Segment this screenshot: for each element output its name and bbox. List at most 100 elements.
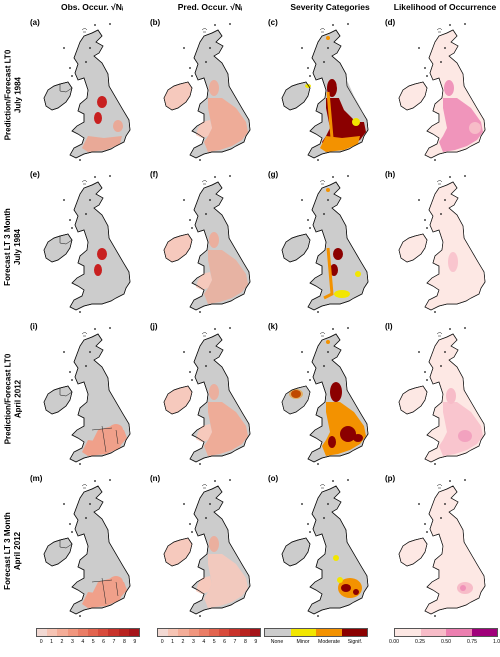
column-header-obs: Obs. Occur. √Nᵢ bbox=[60, 2, 124, 12]
legend-tick-label: 0 bbox=[39, 639, 43, 645]
legend-swatch bbox=[265, 629, 291, 636]
legend-tick-label: 0 bbox=[160, 639, 164, 645]
legend-tick-label: 3 bbox=[191, 639, 195, 645]
legend-swatch bbox=[249, 629, 261, 636]
legend-swatch bbox=[341, 629, 367, 636]
legend-tick-label: 0.25 bbox=[414, 639, 426, 645]
panel-letter: (p) bbox=[385, 474, 396, 483]
legend-swatch bbox=[471, 629, 497, 636]
legend-tick-label: 9 bbox=[133, 639, 137, 645]
legend-tick-label: 6 bbox=[102, 639, 106, 645]
legend-tick-label: 0.75 bbox=[466, 639, 478, 645]
map-panel-obs-1: (a) bbox=[28, 18, 146, 168]
legend-swatch bbox=[198, 629, 210, 636]
column-header-likelihood: Likelihood of Occurrence bbox=[393, 2, 497, 12]
legend-tick-label: 4 bbox=[202, 639, 206, 645]
legend-tick-label: Minor bbox=[296, 639, 310, 645]
legend-tick-label: 3 bbox=[70, 639, 74, 645]
legend-tick-label: Signif. bbox=[347, 639, 363, 645]
map-panel-likelihood-4: (p) bbox=[383, 474, 500, 624]
panel-letter: (b) bbox=[150, 18, 161, 27]
legend-swatch bbox=[290, 629, 316, 636]
legend-tick-label: 8 bbox=[243, 639, 247, 645]
row-label-3: Prediction/Forecast LT0 April 2012 bbox=[3, 353, 23, 445]
map-panel-pred-2: (f) bbox=[148, 170, 266, 320]
legend-swatch bbox=[420, 629, 446, 636]
panel-letter: (a) bbox=[30, 18, 40, 27]
panel-letter: (n) bbox=[150, 474, 161, 483]
legend-swatch bbox=[316, 629, 342, 636]
legend-swatch bbox=[209, 629, 220, 636]
legend-tick-label: 0.50 bbox=[440, 639, 452, 645]
map-panel-obs-2: (e) bbox=[28, 170, 146, 320]
map-panel-severity-4: (o) bbox=[266, 474, 384, 624]
legend-swatch bbox=[47, 629, 58, 636]
legend-swatch bbox=[98, 629, 109, 636]
legend-tick-label: Moderate bbox=[318, 639, 340, 645]
legend-swatch bbox=[67, 629, 78, 636]
panel-letter: (i) bbox=[30, 322, 38, 331]
legend-tick-label: 1.00 bbox=[492, 639, 500, 645]
legend-tick-label: 5 bbox=[212, 639, 216, 645]
panel-letter: (h) bbox=[385, 170, 396, 179]
row-label-1: Prediction/Forecast LT0 July 1984 bbox=[3, 49, 23, 141]
column-header-pred: Pred. Occur. √Nᵢ bbox=[177, 2, 243, 12]
panel-letter: (k) bbox=[268, 322, 278, 331]
legend-swatch bbox=[219, 629, 230, 636]
map-panel-pred-3: (j) bbox=[148, 322, 266, 472]
legend-swatch bbox=[168, 629, 179, 636]
panel-letter: (e) bbox=[30, 170, 40, 179]
legend-tick-label: 8 bbox=[122, 639, 126, 645]
map-panel-likelihood-2: (h) bbox=[383, 170, 500, 320]
legend-swatch bbox=[108, 629, 119, 636]
panel-letter: (j) bbox=[150, 322, 158, 331]
column-header-severity: Severity Categories bbox=[290, 2, 370, 12]
map-panel-obs-3: (i) bbox=[28, 322, 146, 472]
panel-letter: (m) bbox=[30, 474, 43, 483]
legend-likelihood: 0.00 0.25 0.50 0.75 1.00 bbox=[389, 628, 500, 656]
panel-letter: (f) bbox=[150, 170, 158, 179]
legend-swatch bbox=[118, 629, 129, 636]
legend-swatch bbox=[239, 629, 250, 636]
legend-swatch bbox=[128, 629, 140, 636]
panel-letter: (l) bbox=[385, 322, 393, 331]
legend-swatch bbox=[188, 629, 199, 636]
legend-swatch bbox=[57, 629, 68, 636]
legend-swatch bbox=[77, 629, 89, 636]
map-panel-severity-3: (k) bbox=[266, 322, 384, 472]
row-label-4: Forecast LT 3 Month April 2012 bbox=[3, 512, 23, 590]
panel-letter: (o) bbox=[268, 474, 279, 483]
panel-letter: (g) bbox=[268, 170, 279, 179]
map-panel-likelihood-3: (l) bbox=[383, 322, 500, 472]
map-panel-pred-4: (n) bbox=[148, 474, 266, 624]
legend-tick-label: 4 bbox=[81, 639, 85, 645]
legend-tick-label: 2 bbox=[60, 639, 64, 645]
map-panel-likelihood-1: (d) bbox=[383, 18, 500, 168]
panel-letter: (d) bbox=[385, 18, 396, 27]
legend-swatch bbox=[178, 629, 189, 636]
legend-tick-label: 1 bbox=[50, 639, 54, 645]
map-panel-pred-1: (b) bbox=[148, 18, 266, 168]
map-panel-severity-2: (g) bbox=[266, 170, 384, 320]
legend-tick-label: 2 bbox=[181, 639, 185, 645]
legend-tick-label: 1 bbox=[171, 639, 175, 645]
legend-tick-label: 7 bbox=[112, 639, 116, 645]
legend-swatch bbox=[229, 629, 240, 636]
legend-tick-label: 7 bbox=[233, 639, 237, 645]
row-label-2: Forecast LT 3 Month July 1984 bbox=[3, 208, 23, 286]
legend-swatch bbox=[395, 629, 421, 636]
legend-swatch bbox=[37, 629, 48, 636]
legend-swatch bbox=[446, 629, 472, 636]
legend-swatch bbox=[158, 629, 169, 636]
legend-tick-label: 9 bbox=[254, 639, 258, 645]
panel-letter: (c) bbox=[268, 18, 278, 27]
map-panel-severity-1: (c) bbox=[266, 18, 384, 168]
legend-tick-label: None bbox=[270, 639, 284, 645]
legend-severity: None Minor Moderate Signif. bbox=[264, 628, 368, 656]
legend-tick-label: 0.00 bbox=[388, 639, 400, 645]
legend-swatch bbox=[88, 629, 99, 636]
map-panel-obs-4: (m) bbox=[28, 474, 146, 624]
legend-tick-label: 6 bbox=[223, 639, 227, 645]
